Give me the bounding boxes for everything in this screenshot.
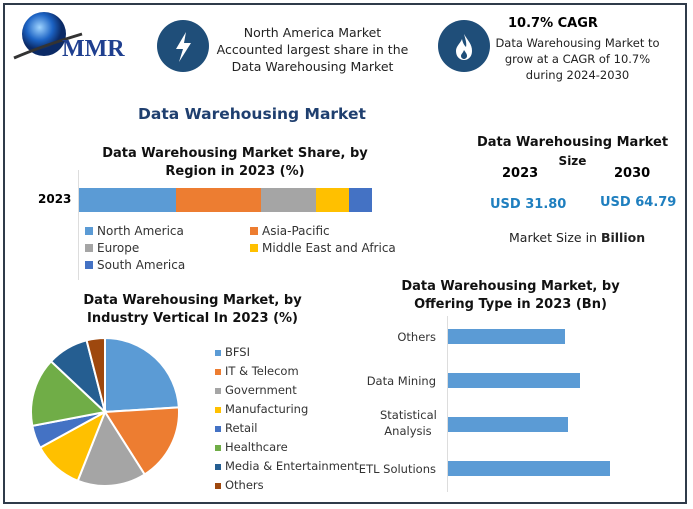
legend-label: Middle East and Africa	[262, 241, 396, 255]
legend-item: Healthcare	[215, 438, 359, 457]
flame-icon	[438, 20, 490, 72]
market-year-2023: 2023	[502, 166, 539, 181]
highlight-cagr: Data Warehousing Market to grow at a CAG…	[495, 35, 660, 83]
region-bar-segment	[348, 188, 372, 212]
highlight-line: grow at a CAGR of 10.7%	[504, 52, 651, 66]
legend-item: Europe	[85, 241, 250, 255]
pie-slice	[76, 409, 147, 487]
region-category-label: 2023	[38, 192, 72, 206]
pie-slice	[104, 336, 180, 414]
legend-label: BFSI	[225, 345, 250, 359]
legend-label: Media & Entertainment	[225, 459, 359, 473]
offering-bar	[448, 417, 568, 432]
cagr-title: 10.7% CAGR	[508, 16, 598, 31]
pie-slice	[103, 406, 180, 476]
legend-swatch	[215, 464, 221, 470]
market-value-2023: USD 31.80	[490, 197, 567, 212]
legend-swatch	[85, 261, 93, 269]
mmr-logo: MMR	[12, 10, 142, 65]
market-year-2030: 2030	[614, 166, 651, 181]
region-stacked-bar	[79, 188, 372, 212]
infographic-frame	[3, 3, 687, 504]
legend-label: Europe	[97, 241, 140, 255]
pie-slice	[85, 336, 106, 413]
market-size-note: Market Size in Billion	[509, 230, 645, 245]
offering-axis-line	[447, 316, 448, 492]
legend-item: Asia-Pacific	[250, 224, 415, 238]
legend-swatch	[85, 244, 93, 252]
legend-swatch	[215, 369, 221, 375]
legend-label: Manufacturing	[225, 402, 309, 416]
region-axis-line	[78, 170, 79, 280]
legend-item: North America	[85, 224, 250, 238]
region-legend: North America Asia-Pacific Europe Middle Ea…	[85, 224, 405, 272]
legend-item: Retail	[215, 419, 359, 438]
region-bar-segment	[175, 188, 261, 212]
legend-swatch	[215, 407, 221, 413]
legend-swatch	[215, 388, 221, 394]
region-bar-segment	[260, 188, 317, 212]
legend-swatch	[85, 227, 93, 235]
legend-swatch	[215, 426, 221, 432]
region-bar-segment	[316, 188, 349, 212]
offering-category-label: Data Mining	[366, 374, 436, 388]
legend-label: Retail	[225, 421, 258, 435]
legend-label: South America	[97, 258, 186, 272]
industry-legend: BFSI IT & Telecom Government Manufacturing R…	[215, 343, 359, 495]
legend-item: Manufacturing	[215, 400, 359, 419]
legend-label: Healthcare	[225, 440, 288, 454]
market-size-title-line: Data Warehousing Market	[476, 135, 669, 150]
note-prefix: Market Size in	[509, 230, 601, 245]
legend-item: BFSI	[215, 343, 359, 362]
main-title: Data Warehousing Market	[138, 105, 366, 123]
industry-pie-chart	[30, 336, 180, 487]
offering-chart-title: Data Warehousing Market, by Offering Typ…	[401, 279, 620, 312]
legend-label: North America	[97, 224, 184, 238]
highlight-line: Data Warehousing Market to	[495, 36, 660, 50]
legend-item: Media & Entertainment	[215, 457, 359, 476]
region-bar-segment	[79, 188, 176, 212]
legend-item: Government	[215, 381, 359, 400]
market-size-title: Data Warehousing Market Size	[470, 134, 675, 170]
offering-category-label: Statistical Analysis	[380, 408, 437, 438]
svg-text:MMR: MMR	[62, 36, 125, 62]
market-value-2030: USD 64.79	[600, 195, 677, 210]
legend-item: IT & Telecom	[215, 362, 359, 381]
legend-swatch	[215, 445, 221, 451]
note-unit: Billion	[600, 230, 646, 245]
legend-swatch	[250, 244, 258, 252]
highlight-line: during 2024-2030	[525, 68, 630, 82]
highlight-line: North America Market	[243, 25, 382, 40]
legend-label: Asia-Pacific	[262, 224, 330, 238]
offering-bar	[448, 373, 580, 388]
legend-label: Others	[225, 478, 264, 492]
region-chart-title: Data Warehousing Market Share, by Region…	[102, 146, 368, 179]
legend-swatch	[250, 227, 258, 235]
legend-item: Others	[215, 476, 359, 495]
offering-bar	[448, 329, 565, 344]
offering-category-label: Others	[397, 330, 436, 344]
highlight-line: Data Warehousing Market	[231, 59, 394, 74]
legend-label: Government	[225, 383, 297, 397]
market-size-title-line: Size	[558, 154, 587, 168]
offering-category-label: ETL Solutions	[358, 462, 436, 476]
highlight-north-america: North America Market Accounted largest s…	[215, 24, 410, 75]
industry-chart-title: Data Warehousing Market, by Industry Ver…	[83, 293, 302, 326]
legend-item: South America	[85, 258, 250, 272]
pie-slice	[30, 359, 108, 428]
legend-item: Middle East and Africa	[250, 241, 415, 255]
highlight-line: Accounted largest share in the	[216, 42, 409, 57]
offering-bar	[448, 461, 610, 476]
lightning-icon	[157, 20, 209, 72]
legend-swatch	[215, 483, 221, 489]
legend-label: IT & Telecom	[225, 364, 299, 378]
legend-swatch	[215, 350, 221, 356]
